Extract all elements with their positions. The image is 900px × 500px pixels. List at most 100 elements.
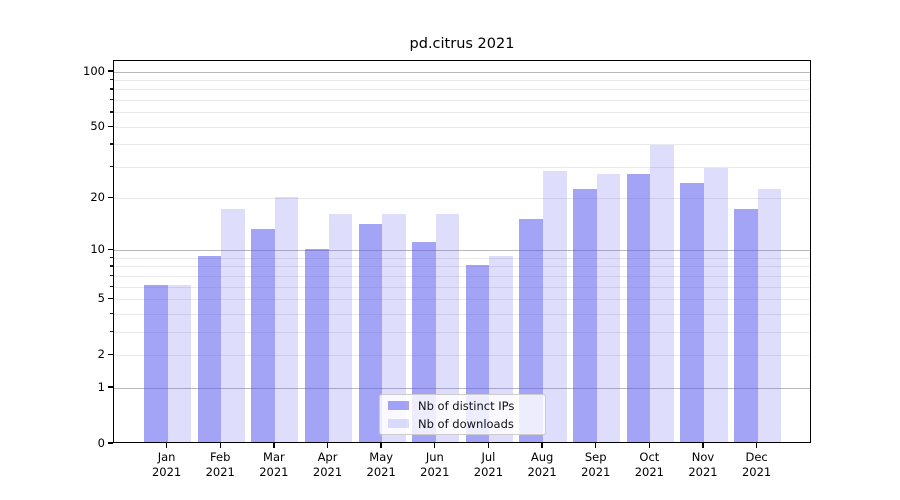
bar-downloads — [543, 170, 567, 442]
legend-swatch-downloads — [388, 419, 409, 428]
x-tick-label: Dec 2021 — [741, 450, 772, 479]
x-tick-mark — [165, 443, 168, 448]
y-minor-tick-mark — [110, 79, 113, 81]
y-minor-tick-mark — [110, 274, 113, 277]
y-minor-tick-mark — [110, 143, 113, 145]
x-tick-label: Oct 2021 — [634, 450, 664, 479]
x-tick-mark — [702, 443, 704, 448]
y-tick-label: 2 — [97, 346, 105, 361]
bar-downloads — [274, 196, 299, 442]
gridline-major — [114, 387, 810, 389]
gridline-minor — [114, 331, 810, 333]
y-minor-tick-mark — [110, 99, 113, 101]
gridline-minor — [114, 144, 810, 146]
gridline-minor — [114, 166, 810, 168]
x-tick-mark — [434, 443, 436, 448]
gridline-minor — [114, 275, 810, 277]
bar-distinct-ips — [197, 256, 222, 442]
bar-distinct-ips — [358, 223, 383, 442]
bar-downloads — [221, 209, 245, 442]
x-tick-label: May 2021 — [366, 450, 396, 479]
bar-downloads — [167, 285, 192, 442]
y-tick-mark — [108, 442, 113, 444]
x-tick-label: Sep 2021 — [581, 450, 611, 479]
gridline-minor — [114, 313, 810, 315]
y-tick-label: 100 — [83, 63, 105, 78]
legend-swatch-distinct-ips — [388, 401, 409, 410]
x-tick-label: Jan 2021 — [151, 450, 182, 479]
gridline-minor — [114, 80, 810, 82]
y-tick-label: 1 — [97, 379, 105, 394]
x-tick-label: Nov 2021 — [688, 450, 718, 479]
y-tick-mark — [108, 70, 113, 72]
y-tick-mark — [108, 197, 113, 199]
x-tick-mark — [541, 443, 543, 448]
legend: Nb of distinct IPs Nb of downloads — [379, 394, 546, 435]
x-tick-label: Feb 2021 — [205, 450, 235, 479]
y-tick-label: 0 — [97, 435, 105, 450]
plot-area: Nb of distinct IPs Nb of downloads — [113, 60, 811, 443]
y-tick-mark — [108, 386, 113, 388]
gridline-minor — [114, 257, 810, 259]
bar-downloads — [435, 213, 460, 442]
y-tick-label: 10 — [90, 242, 105, 257]
x-tick-label: Jun 2021 — [420, 450, 450, 479]
y-minor-tick-mark — [110, 285, 113, 288]
gridline-minor — [114, 299, 810, 301]
x-tick-label: Jul 2021 — [473, 450, 504, 479]
legend-label-downloads: Nb of downloads — [418, 416, 514, 431]
gridline-minor — [114, 198, 810, 200]
bar-distinct-ips — [412, 241, 436, 442]
bar-distinct-ips — [573, 189, 597, 442]
bar-downloads — [328, 213, 353, 442]
legend-item-distinct-ips: Nb of distinct IPs — [380, 398, 545, 414]
x-tick-mark — [326, 443, 329, 448]
y-minor-tick-mark — [110, 165, 113, 168]
bar-distinct-ips — [734, 209, 758, 442]
y-tick-label: 20 — [90, 190, 105, 205]
bar-downloads — [382, 213, 406, 442]
y-tick-mark — [108, 249, 113, 251]
bar-distinct-ips — [626, 173, 651, 442]
x-tick-mark — [487, 443, 490, 448]
bar-distinct-ips — [304, 248, 329, 442]
y-tick-label: 5 — [97, 291, 105, 306]
bar-downloads — [704, 167, 728, 442]
bar-distinct-ips — [144, 285, 168, 442]
gridline-major — [114, 71, 810, 73]
x-tick-mark — [648, 443, 651, 448]
bar-downloads — [757, 189, 782, 442]
y-minor-tick-mark — [110, 330, 113, 333]
gridline-minor — [114, 354, 810, 356]
bar-distinct-ips — [251, 229, 275, 442]
bar-downloads — [650, 144, 674, 442]
gridline-minor — [114, 126, 810, 128]
gridline-minor — [114, 266, 810, 268]
bar-downloads — [596, 173, 621, 442]
y-minor-tick-mark — [110, 111, 113, 113]
x-tick-mark — [219, 443, 221, 448]
y-tick-mark — [108, 297, 113, 300]
gridline-minor — [114, 89, 810, 91]
gridline-minor — [114, 100, 810, 102]
x-tick-label: Mar 2021 — [259, 450, 289, 479]
gridline-major — [114, 250, 810, 252]
y-minor-tick-mark — [110, 265, 113, 267]
legend-item-downloads: Nb of downloads — [380, 416, 545, 432]
legend-label-distinct-ips: Nb of distinct IPs — [418, 398, 515, 413]
x-tick-mark — [595, 443, 597, 448]
x-tick-label: Apr 2021 — [312, 450, 343, 479]
gridline-minor — [114, 286, 810, 288]
gridline-minor — [114, 112, 810, 114]
y-tick-mark — [108, 353, 113, 356]
bar-distinct-ips — [680, 182, 704, 442]
x-tick-mark — [755, 443, 758, 448]
y-tick-label: 50 — [90, 118, 105, 133]
x-tick-label: Aug 2021 — [527, 450, 557, 479]
y-minor-tick-mark — [110, 256, 113, 259]
bar-distinct-ips — [519, 218, 544, 442]
chart-title: pd.citrus 2021 — [409, 36, 515, 52]
y-minor-tick-mark — [110, 312, 113, 315]
x-tick-mark — [273, 443, 275, 448]
